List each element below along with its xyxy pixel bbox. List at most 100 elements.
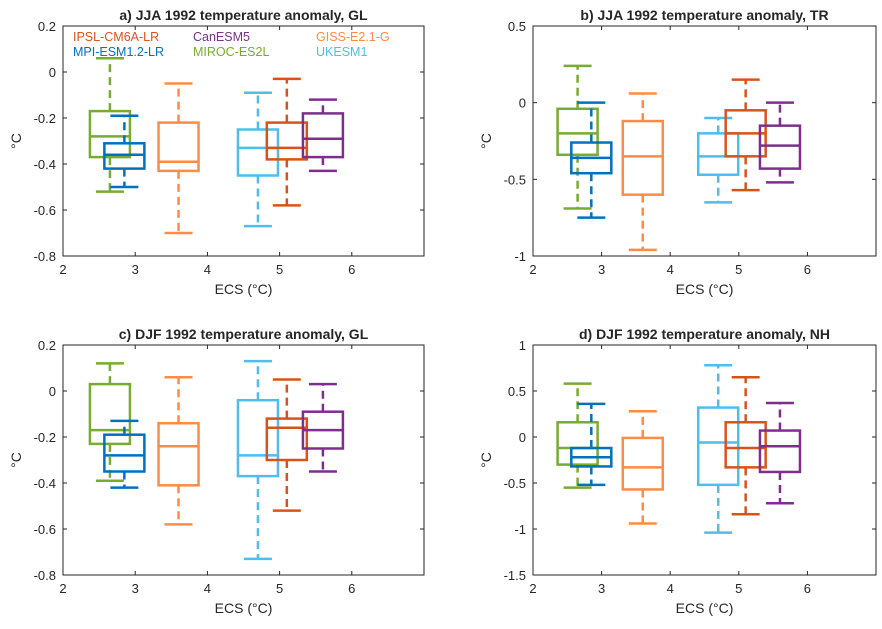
x-tick-label: 4 xyxy=(667,262,674,277)
y-axis-label: °C xyxy=(8,452,24,468)
y-axis-label: °C xyxy=(478,133,494,149)
y-tick-label: -0.8 xyxy=(34,568,56,583)
chart-panel-2: b) JJA 1992 temperature anomaly, TR 2 3 4 5 6… xyxy=(478,7,877,297)
box-ipsl-cm6a-lr xyxy=(724,78,767,192)
box-iqr xyxy=(301,112,345,159)
legend-item: CanESM5 xyxy=(193,30,250,44)
box-iqr xyxy=(724,421,767,469)
box-iqr xyxy=(157,121,200,173)
chart-panel-1: a) JJA 1992 temperature anomaly, GL 2 3 4 5 6… xyxy=(8,7,425,297)
box-iqr xyxy=(88,109,132,159)
x-tick-label: 5 xyxy=(735,262,742,277)
box-iqr xyxy=(621,119,665,196)
y-tick-label: -0.8 xyxy=(34,249,56,264)
box-ukesm1 xyxy=(696,363,740,534)
x-tick-label: 4 xyxy=(667,581,674,596)
y-tick-label: 0.2 xyxy=(38,338,56,353)
x-tick-label: 5 xyxy=(735,581,742,596)
box-ipsl-cm6a-lr xyxy=(724,375,767,516)
legend: IPSL-CM6A-LR CanESM5 GISS-E2.1-G MPI-ESM1.2… xyxy=(73,30,390,59)
chart-panel-4: d) DJF 1992 temperature anomaly, NH 2 3 4 5 6… xyxy=(478,326,877,616)
box-miroc-es2l xyxy=(88,362,132,482)
box-miroc-es2l xyxy=(88,56,132,193)
x-tick-label: 2 xyxy=(59,262,66,277)
box-iqr xyxy=(157,421,200,487)
y-tick-label: -0.4 xyxy=(34,157,56,172)
y-tick-label: -1.5 xyxy=(504,568,526,583)
box-mpi-esm1-2-lr xyxy=(103,419,146,489)
y-axis-label: °C xyxy=(478,452,494,468)
x-tick-label: 6 xyxy=(348,581,355,596)
x-tick-label: 3 xyxy=(132,262,139,277)
x-tick-label: 5 xyxy=(276,581,283,596)
y-tick-label: -0.5 xyxy=(504,476,526,491)
y-tick-label: -1 xyxy=(514,522,526,537)
box-giss-e2-1-g xyxy=(157,82,200,235)
x-tick-label: 2 xyxy=(529,581,536,596)
legend-item: MPI-ESM1.2-LR xyxy=(73,45,164,59)
plot-frame xyxy=(532,25,877,257)
box-iqr xyxy=(236,128,280,177)
box-iqr xyxy=(758,429,802,474)
x-tick-label: 6 xyxy=(804,262,811,277)
legend-item: MIROC-ES2L xyxy=(193,45,269,59)
y-tick-label: -0.2 xyxy=(34,430,56,445)
y-tick-label: 1 xyxy=(519,338,526,353)
y-tick-label: 0.5 xyxy=(508,384,526,399)
box-iqr xyxy=(265,121,309,161)
box-iqr xyxy=(621,436,665,491)
y-tick-label: 0.5 xyxy=(508,19,526,34)
y-tick-label: -0.5 xyxy=(504,172,526,187)
x-axis-label: ECS (°C) xyxy=(676,281,734,297)
box-mpi-esm1-2-lr xyxy=(570,101,613,219)
box-iqr xyxy=(696,132,740,176)
y-tick-label: -0.6 xyxy=(34,522,56,537)
plot-frame xyxy=(532,344,877,576)
chart-title: a) JJA 1992 temperature anomaly, GL xyxy=(119,7,368,23)
box-ukesm1 xyxy=(236,359,280,561)
box-iqr xyxy=(265,417,309,462)
y-axis-label: °C xyxy=(8,133,24,149)
y-tick-label: 0 xyxy=(519,96,526,111)
y-tick-label: -0.4 xyxy=(34,476,56,491)
box-ukesm1 xyxy=(236,91,280,228)
x-tick-label: 6 xyxy=(804,581,811,596)
box-iqr xyxy=(103,433,146,473)
y-tick-label: -0.2 xyxy=(34,111,56,126)
x-axis-label: ECS (°C) xyxy=(215,600,273,616)
plot-frame xyxy=(62,25,425,257)
x-tick-label: 6 xyxy=(348,262,355,277)
y-tick-label: 0 xyxy=(519,430,526,445)
box-canesm5 xyxy=(758,401,802,505)
x-tick-label: 2 xyxy=(529,262,536,277)
plot-frame xyxy=(62,344,425,576)
chart-title: d) DJF 1992 temperature anomaly, NH xyxy=(579,326,830,342)
x-tick-label: 5 xyxy=(276,262,283,277)
box-iqr xyxy=(556,421,599,466)
box-giss-e2-1-g xyxy=(621,92,665,252)
x-tick-label: 3 xyxy=(598,581,605,596)
box-canesm5 xyxy=(758,101,802,184)
box-iqr xyxy=(88,382,132,446)
y-tick-label: -1 xyxy=(514,249,526,264)
y-tick-label: 0 xyxy=(49,384,56,399)
legend-item: GISS-E2.1-G xyxy=(316,30,390,44)
box-iqr xyxy=(696,406,740,487)
y-tick-label: 0 xyxy=(49,65,56,80)
box-canesm5 xyxy=(301,382,345,473)
box-ipsl-cm6a-lr xyxy=(265,378,309,512)
x-tick-label: 3 xyxy=(132,581,139,596)
box-iqr xyxy=(236,398,280,478)
box-giss-e2-1-g xyxy=(157,375,200,526)
legend-item: UKESM1 xyxy=(316,45,367,59)
box-mpi-esm1-2-lr xyxy=(570,402,613,487)
box-iqr xyxy=(556,107,599,157)
box-ipsl-cm6a-lr xyxy=(265,77,309,207)
legend-item: IPSL-CM6A-LR xyxy=(73,30,159,44)
box-giss-e2-1-g xyxy=(621,409,665,525)
x-tick-label: 2 xyxy=(59,581,66,596)
chart-title: c) DJF 1992 temperature anomaly, GL xyxy=(119,326,369,342)
box-canesm5 xyxy=(301,98,345,173)
